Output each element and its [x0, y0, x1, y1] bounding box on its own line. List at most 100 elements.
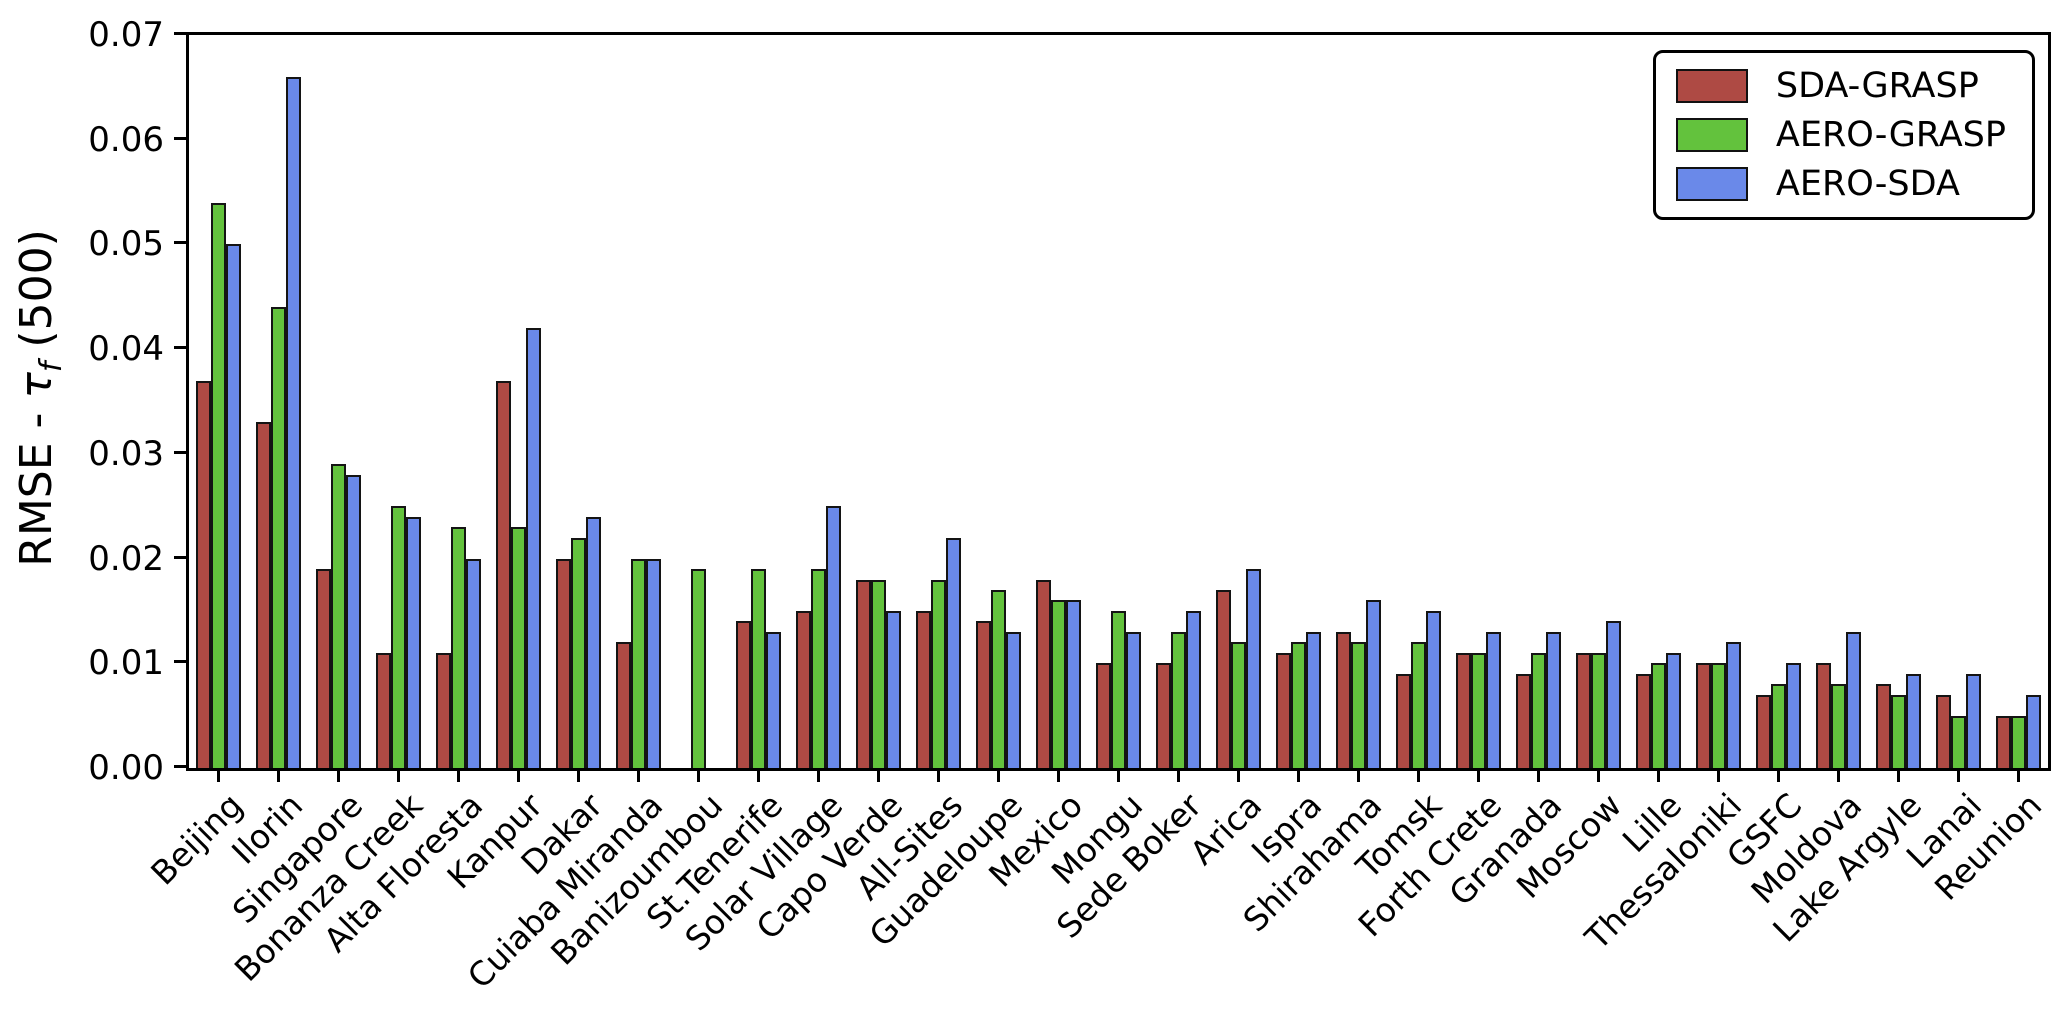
bar-group-shirahama: [1328, 35, 1388, 782]
sda-grasp-bar: [1575, 652, 1591, 768]
sda-grasp-bar: [1096, 663, 1112, 768]
y-axis-tick: [174, 346, 186, 350]
sda-grasp-bar: [1815, 663, 1831, 768]
sda-grasp-bar: [1875, 684, 1891, 768]
aero-sda-bar: [1545, 631, 1561, 768]
aero-grasp-bar: [1290, 642, 1306, 768]
aero-grasp-bar: [1170, 631, 1186, 768]
y-axis-tick: [174, 660, 186, 664]
x-axis-tick: [877, 771, 881, 782]
y-tick-label: 0.04: [88, 329, 164, 370]
bar-group-lake-argyle: [1868, 35, 1928, 782]
sda-grasp-bar: [916, 610, 932, 768]
sda-grasp-bar: [1455, 652, 1471, 768]
aero-grasp-bar: [271, 307, 287, 768]
bar-group-ispra: [1268, 35, 1328, 782]
bar-group-moldova: [1808, 35, 1868, 782]
aero-grasp-bar: [1710, 663, 1726, 768]
x-axis-tick: [1296, 771, 1300, 782]
aero-grasp-bar: [1890, 694, 1906, 768]
bar-group-lanai: [1928, 35, 1988, 782]
y-tick-label: 0.01: [88, 643, 164, 684]
sda-grasp-bar: [976, 621, 992, 768]
x-axis-tick: [1416, 771, 1420, 782]
x-axis-tick: [1596, 771, 1600, 782]
bar-group-capo-verde: [849, 35, 909, 782]
aero-grasp-bar: [391, 506, 407, 768]
sda-grasp-bar: [796, 610, 812, 768]
aero-sda-bar: [586, 516, 602, 768]
x-axis-tick: [1956, 771, 1960, 782]
x-axis-tick: [457, 771, 461, 782]
sda-grasp-bar: [556, 558, 572, 768]
aero-grasp-bar: [211, 202, 227, 768]
aero-sda-bar: [406, 516, 422, 768]
aero-sda-bar: [1305, 631, 1321, 768]
y-tick-label: 0.06: [88, 119, 164, 160]
bar-group-lille: [1628, 35, 1688, 782]
aero-sda-bar: [286, 76, 302, 768]
aero-sda-bar: [1365, 600, 1381, 768]
sda-grasp-bar: [256, 422, 272, 768]
y-tick-label: 0.03: [88, 433, 164, 474]
y-axis-title-tau-symbol: τ: [11, 372, 63, 399]
y-axis-tick: [174, 555, 186, 559]
aero-grasp-bar: [1470, 652, 1486, 768]
aero-grasp-bar: [331, 464, 347, 768]
y-axis-tick: [174, 765, 186, 768]
bar-group-singapore: [309, 35, 369, 782]
legend-row-sda-grasp: SDA-GRASP: [1675, 67, 2006, 105]
aero-sda-bar: [346, 474, 362, 768]
x-axis-tick: [817, 771, 821, 782]
aero-grasp-bar: [751, 569, 767, 768]
aero-sda-bar: [1245, 569, 1261, 768]
bar-group-cuiaba-miranda: [609, 35, 669, 782]
aero-sda-bar: [886, 610, 902, 768]
sda-grasp-bar: [1635, 673, 1651, 768]
sda-grasp-bar: [1335, 631, 1351, 768]
bar-group-forth-crete: [1448, 35, 1508, 782]
x-axis-tick: [1117, 771, 1121, 782]
bar-group-kanpur: [489, 35, 549, 782]
aero-grasp-bar: [1830, 684, 1846, 768]
x-axis-tick: [1656, 771, 1660, 782]
legend: SDA-GRASP AERO-GRASP AERO-SDA: [1652, 50, 2035, 220]
aero-sda-bar: [1845, 631, 1861, 768]
aero-grasp-bar: [1111, 610, 1127, 768]
x-axis-tick: [1476, 771, 1480, 782]
aero-grasp-bar: [571, 537, 587, 768]
aero-sda-bar: [1905, 673, 1921, 768]
x-axis-tick: [337, 771, 341, 782]
aero-sda-bar: [946, 537, 962, 768]
bar-group-mongu: [1089, 35, 1149, 782]
bar-group-moscow: [1568, 35, 1628, 782]
x-axis-tick: [1896, 771, 1900, 782]
aero-sda-bar: [1665, 652, 1681, 768]
x-axis-tick: [1356, 771, 1360, 782]
aero-sda-bar: [826, 506, 842, 768]
sda-grasp-bar: [436, 652, 452, 768]
sda-grasp-bar: [736, 621, 752, 768]
bar-group-mexico: [1029, 35, 1089, 782]
aero-sda-bar: [766, 631, 782, 768]
x-axis-tick: [1716, 771, 1720, 782]
bar-group-ilorin: [249, 35, 309, 782]
aero-grasp-bar: [1051, 600, 1067, 768]
x-axis-tick: [2016, 771, 2020, 782]
y-axis-tick: [174, 450, 186, 454]
x-axis-tick: [277, 771, 281, 782]
sda-grasp-bar: [196, 380, 212, 768]
aero-grasp-bar: [1350, 642, 1366, 768]
bar-group-beijing: [189, 35, 249, 782]
x-axis-tick: [397, 771, 401, 782]
bar-group-all-sites: [909, 35, 969, 782]
sda-grasp-bar: [1215, 590, 1231, 768]
bars-layer: [189, 35, 2048, 782]
aero-sda-bar: [1725, 642, 1741, 768]
y-tick-label: 0.07: [88, 15, 164, 55]
x-axis-tick: [217, 771, 221, 782]
sda-grasp-bar: [1755, 694, 1771, 768]
x-axis-tick: [1236, 771, 1240, 782]
x-axis-tick: [697, 771, 701, 782]
